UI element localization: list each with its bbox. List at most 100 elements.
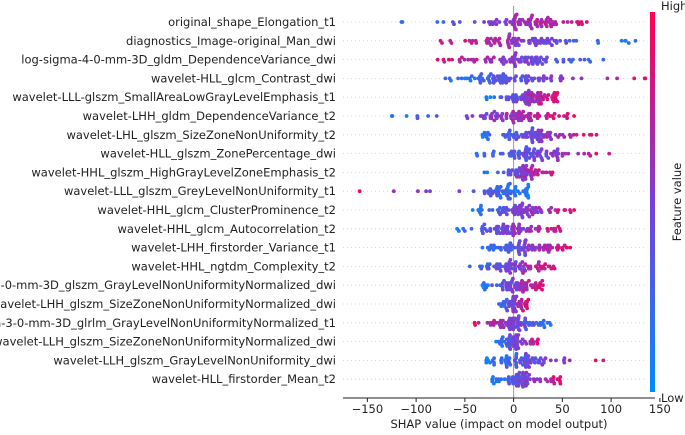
shap-point [529,118,534,123]
shap-point [481,231,485,236]
shap-point [535,341,540,346]
shap-point [541,78,546,83]
shap-point [479,72,484,76]
shap-point [485,170,490,175]
shap-point [619,38,624,43]
shap-point [568,245,573,250]
x-tick-label: −150 [352,402,384,416]
shap-point [643,76,648,81]
shap-point [536,90,540,95]
shap-point [517,156,522,160]
shap-point [521,163,525,168]
feature-label: wavelet-HLL_glcm_Contrast_dwi [151,71,336,85]
shap-point [623,38,628,43]
shap-point [535,17,540,22]
shap-point [537,168,541,173]
shap-point [404,114,409,118]
shap-point [544,170,549,175]
shap-point [544,59,548,64]
shap-point [480,135,485,139]
shap-point [538,360,542,365]
shap-point [488,80,492,85]
shap-point [446,57,451,62]
shap-point [357,189,362,194]
feature-label: wavelet-LHH_firstorder_Variance_t1 [131,241,336,255]
shap-point [537,243,542,248]
shap-point [558,375,563,379]
shap-point [553,132,558,137]
feature-label: wavelet-HLL_firstorder_Mean_t2 [152,372,336,386]
feature-label: wavelet-LHH_glszm_SizeZoneNonUniformityN… [0,297,336,311]
shap-point [593,358,598,363]
shap-point [535,24,540,29]
shap-point [540,278,545,283]
shap-point [542,360,546,365]
shap-point [524,351,528,356]
shap-point [521,210,526,215]
shap-point [496,114,501,118]
shap-point [544,24,549,29]
shap-point [513,203,517,208]
colorbar-low-label: Low [661,391,684,405]
shap-point [507,45,512,50]
shap-point [568,210,573,215]
shap-point [528,377,532,382]
shap-point [517,252,522,257]
shap-point [489,72,493,76]
x-tick-label: 100 [600,402,622,416]
shap-point [469,74,474,79]
shap-point [508,191,513,196]
shap-point [520,215,525,220]
shap-point [568,135,573,139]
shap-point [532,99,537,104]
shap-point [505,224,510,229]
shap-point [582,151,587,156]
shap-point [492,95,497,100]
shap-point [555,99,560,104]
shap-point [526,88,531,93]
shap-point [571,132,576,137]
shap-point [472,76,477,81]
feature-label: original_shape_Elongation_t1 [168,15,336,29]
shap-point [457,20,462,24]
shap-point [441,20,446,24]
shap-point [531,341,536,346]
x-tick-label: 150 [649,402,671,416]
shap-point [594,151,599,156]
shap-point [514,294,519,299]
shap-point [501,231,506,236]
shap-point [558,381,563,386]
shap-point [626,41,631,45]
shap-point [486,137,490,142]
shap-point [537,285,542,290]
shap-point [499,360,504,365]
shap-point [489,116,494,121]
x-tick-label: −100 [400,402,432,416]
shap-point [528,41,532,45]
shap-point [546,93,551,97]
shap-point [470,38,475,43]
shap-point [536,268,541,273]
shap-point [507,32,512,37]
shap-point [524,341,529,346]
shap-point [506,375,511,379]
shap-point [532,147,537,152]
feature-label: wavelet-HHL_glcm_ClusterProminence_t2 [97,203,336,217]
shap-point [469,226,474,231]
shap-point [588,153,593,158]
shap-point [489,43,493,48]
shap-point [548,210,552,215]
shap-point [483,116,487,121]
shap-point [484,111,489,116]
shap-point [500,151,505,156]
shap-point [532,360,537,365]
feature-row-dots [435,51,606,69]
shap-point [471,189,476,194]
x-tick-label: −50 [453,402,477,416]
shap-point [517,174,522,179]
shap-point [511,276,515,281]
shap-point [538,379,543,384]
shap-point [513,193,518,198]
shap-point [541,74,546,79]
shap-point [517,239,522,243]
